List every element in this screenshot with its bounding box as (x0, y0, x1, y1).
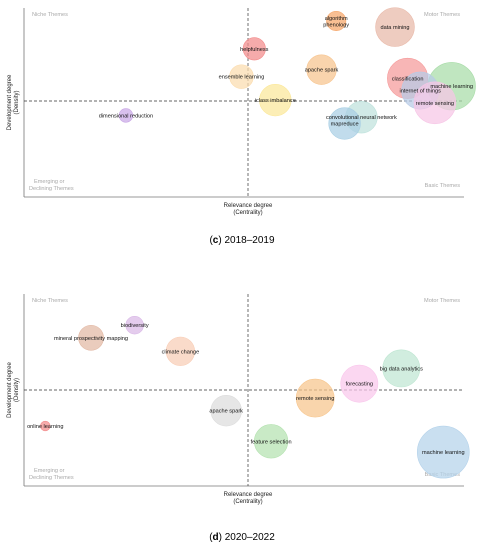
bubble-label: forecasting (346, 382, 373, 388)
panel-caption: (d) 2020–2022 (209, 532, 275, 543)
bubble-label: feature selection (251, 439, 292, 445)
x-axis-subtitle: (Centrality) (233, 499, 262, 505)
panel-caption: (c) 2018–2019 (209, 235, 275, 246)
bubble-forecasting (340, 364, 379, 403)
bubble-feature-selection (253, 424, 289, 459)
bubble-label: biodiversity (121, 323, 149, 329)
bubble-apache-spark (306, 54, 337, 85)
bubble-label: mineral prospectivity mapping (54, 336, 128, 342)
quadrant-label-emerging: Emerging or (34, 468, 65, 474)
bubble-data-mining (375, 7, 415, 47)
quadrant-label-niche: Niche Themes (32, 12, 68, 18)
bubble-label: remote sensing (296, 396, 334, 402)
bubble-label: climate change (162, 349, 200, 355)
bubble-label: classification (392, 76, 424, 82)
quadrant-label-basic: Basic Themes (425, 183, 461, 189)
quadrant-label-declining: Declining Themes (29, 186, 74, 192)
bubble-label: machine learning (430, 84, 473, 90)
quadrant-label-niche: Niche Themes (32, 298, 68, 304)
bubble-machine-learning (416, 425, 470, 479)
bubble-remote-sensing (295, 378, 335, 418)
bubble-label: dimensional reduction (99, 113, 153, 119)
quadrant-label-motor: Motor Themes (424, 12, 460, 18)
bubble-online-learning (40, 420, 51, 432)
bubble-biodiversity (125, 316, 144, 335)
y-axis-subtitle: (Density) (14, 90, 20, 114)
bubble-mineral-prospectivity-mapping (78, 324, 104, 351)
bubble-label: remote sensing (416, 101, 454, 107)
x-axis-subtitle: (Centrality) (233, 210, 262, 216)
quadrant-label-emerging: Emerging or (34, 179, 65, 185)
y-axis-title: Development degree (7, 74, 13, 130)
bubble-label: apache spark (305, 68, 339, 74)
bubble-label: data mining (381, 25, 410, 31)
y-axis-title: Development degree (7, 361, 13, 417)
bubble-label: algorithm (325, 16, 348, 22)
y-axis-subtitle: (Density) (14, 378, 20, 402)
bubble-label: apache spark (209, 409, 243, 415)
bubble-label: machine learning (422, 450, 465, 456)
bubble-label: ensemble learning (219, 75, 265, 81)
bubble-big-data-analytics (382, 349, 421, 388)
bubble-label: big data analytics (380, 366, 423, 372)
bubble-label: helpfulness (240, 47, 269, 53)
bubble-label: mapreduce (331, 122, 359, 128)
x-axis-title: Relevance degree (224, 492, 273, 498)
bubble-label: internet of things (400, 89, 442, 95)
bubble-apache-spark (210, 395, 242, 427)
bubble-algorithm (326, 10, 347, 31)
bubble-label: convolutional neural network (326, 115, 397, 121)
chart-panel-c: Niche Themes Motor Themes Emerging orDecli… (7, 7, 476, 246)
x-axis-title: Relevance degree (224, 203, 273, 209)
quadrant-label-motor: Motor Themes (424, 298, 460, 304)
bubble-ensemble-learning (229, 64, 254, 89)
bubble-remote-sensing (413, 81, 457, 125)
bubble-iclass-imbalance (259, 83, 292, 117)
bubble-helpfulness (242, 37, 266, 61)
bubble-mapreduce (328, 107, 361, 140)
bubble-dimensional-reduction (118, 108, 134, 123)
quadrant-label-declining: Declining Themes (29, 475, 74, 481)
bubble-label: iclass imbalance (255, 98, 296, 104)
bubble-label: phenology (323, 22, 349, 28)
bubble-climate-change (165, 336, 196, 366)
chart-panel-d: Niche Themes Motor Themes Emerging orDecli… (7, 294, 470, 543)
bubble-label: online learning (27, 424, 63, 430)
